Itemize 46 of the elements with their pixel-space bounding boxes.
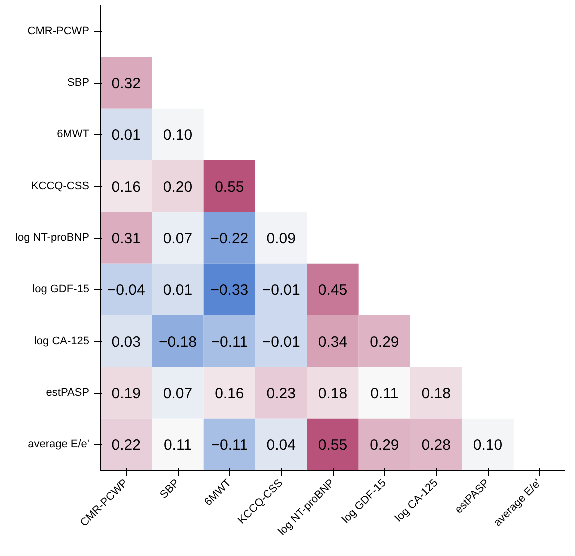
data-label: 0.31 <box>112 230 141 248</box>
data-label: 0.07 <box>163 230 193 248</box>
data-label: 0.09 <box>266 230 296 248</box>
data-label: −0.01 <box>262 334 300 351</box>
y-tick-label: log GDF-15 <box>32 284 90 296</box>
data-label: 0.16 <box>215 386 244 402</box>
data-label: 0.29 <box>370 334 400 351</box>
data-label: −0.04 <box>107 282 146 300</box>
data-label: −0.11 <box>211 334 248 351</box>
data-label: −0.22 <box>210 230 249 248</box>
data-label: 0.18 <box>318 386 348 402</box>
data-label: 0.29 <box>370 437 400 454</box>
data-label: −0.11 <box>211 437 248 454</box>
data-label: 0.45 <box>318 282 348 300</box>
data-label: 0.11 <box>370 386 399 402</box>
data-label: 0.55 <box>215 178 244 196</box>
data-label: 0.10 <box>473 437 503 454</box>
data-label: 0.01 <box>163 282 193 300</box>
y-tick-label: estPASP <box>46 387 90 399</box>
data-label: 0.18 <box>422 386 451 402</box>
data-label: −0.33 <box>210 282 249 300</box>
data-label: 0.04 <box>266 437 296 454</box>
data-label: 0.32 <box>112 76 141 92</box>
x-tick-label: SBP <box>158 477 182 502</box>
y-tick-label: CMR-PCWP <box>28 25 90 38</box>
y-tick-label: average E/e' <box>28 438 90 451</box>
data-label: 0.10 <box>163 127 193 144</box>
data-label: 0.03 <box>112 334 141 351</box>
data-label: 0.01 <box>112 127 141 144</box>
data-label: 0.23 <box>266 386 296 402</box>
y-tick-label: KCCQ-CSS <box>31 180 90 192</box>
y-tick-label: SBP <box>67 77 90 89</box>
data-label: −0.18 <box>159 334 197 351</box>
y-tick-label: 6MWT <box>57 128 90 141</box>
data-label: 0.07 <box>163 386 193 402</box>
data-label: 0.55 <box>318 437 348 454</box>
y-tick-label: log NT-proBNP <box>16 232 90 244</box>
data-label: 0.16 <box>112 178 141 196</box>
y-tick-label: log CA-125 <box>34 335 90 348</box>
data-label: 0.19 <box>112 386 141 402</box>
data-label: 0.34 <box>318 334 348 351</box>
data-label: 0.28 <box>422 437 451 454</box>
data-label: 0.22 <box>112 437 141 454</box>
data-label: 0.11 <box>164 437 192 454</box>
data-label: −0.01 <box>262 282 300 300</box>
data-label: 0.20 <box>163 178 193 196</box>
